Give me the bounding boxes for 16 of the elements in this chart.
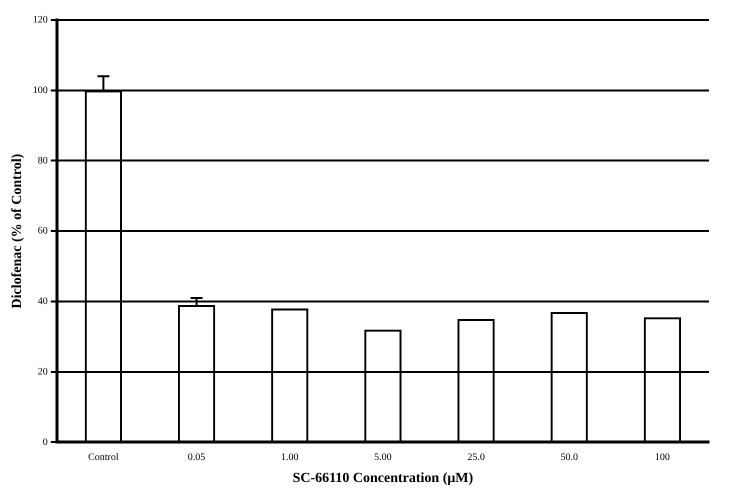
y-tick-label: 40	[38, 296, 48, 308]
x-axis-title: SC-66110 Concentration (μM)	[292, 471, 474, 486]
x-tick-label: 25.0	[467, 452, 485, 463]
x-tick-label: Control	[88, 452, 119, 463]
x-tick-label: 1.00	[280, 452, 298, 463]
x-tick-label: 100	[654, 452, 670, 463]
x-tick-label: 50.0	[560, 452, 578, 463]
y-tick-label: 20	[38, 366, 48, 378]
y-tick-label: 60	[38, 226, 48, 237]
y-tick-label: 100	[32, 84, 48, 96]
y-axis-title: Diclofenac (% of Control)	[10, 153, 26, 309]
y-tick-label: 0	[42, 436, 48, 448]
x-tick-label: 0.05	[188, 452, 206, 463]
x-tick-label: 5.00	[374, 452, 392, 463]
y-tick-label: 120	[32, 14, 48, 26]
y-tick-label: 80	[38, 155, 48, 166]
